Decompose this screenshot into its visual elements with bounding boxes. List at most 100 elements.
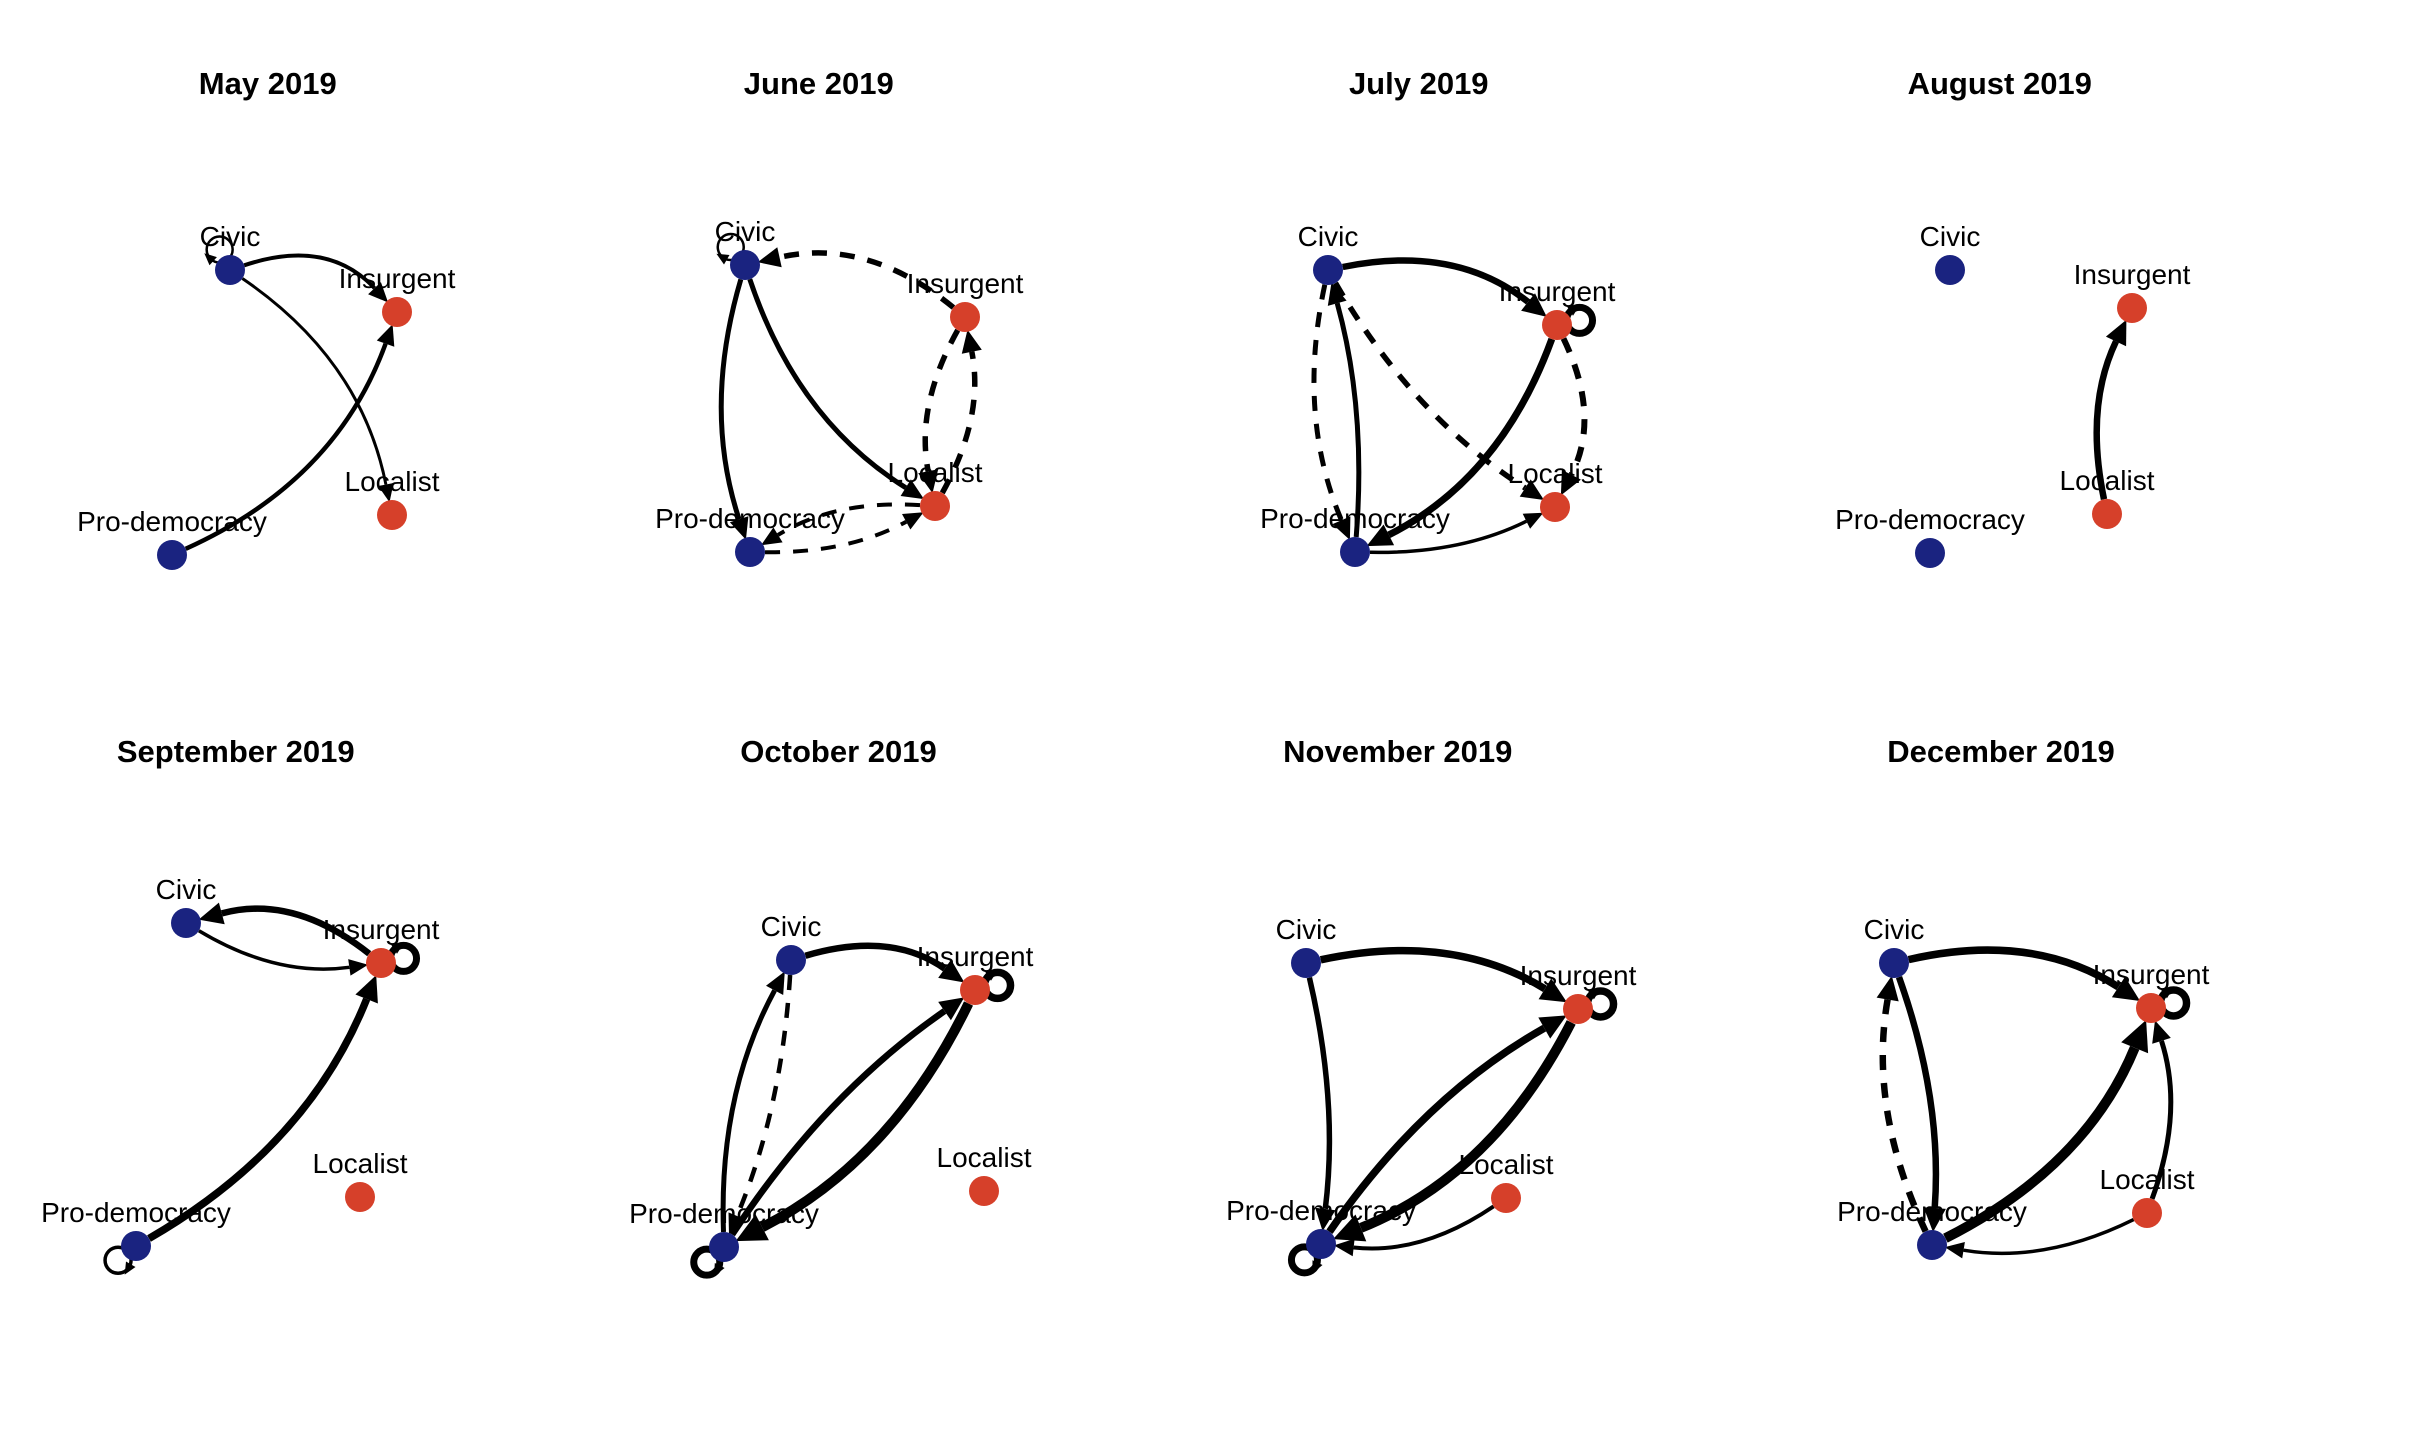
arrowhead-civic-to-pro-democracy (728, 1212, 746, 1235)
arrowhead-insurgent-to-localist (918, 469, 939, 494)
node-civic (730, 250, 760, 280)
node-insurgent (1563, 994, 1593, 1024)
node-pro-democracy (1915, 538, 1945, 568)
edge-pro-democracy-to-insurgent (1326, 1024, 1547, 1234)
self-loop-arrowhead-civic (716, 253, 730, 265)
node-label-pro-democracy: Pro-democracy (655, 503, 845, 534)
arrowhead-civic-to-pro-democracy (1315, 1207, 1336, 1232)
edge-pro-democracy-to-civic (1334, 302, 1362, 538)
node-insurgent (1542, 310, 1572, 340)
arrowhead-pro-democracy-to-insurgent (1538, 1015, 1567, 1039)
arrowhead-civic-to-localist (378, 483, 394, 503)
panel-title: September 2019 (116, 734, 355, 769)
self-loop-arrowhead-civic (204, 253, 217, 266)
node-localist (1540, 492, 1570, 522)
node-civic (215, 255, 245, 285)
arrowhead-localist-to-insurgent (2105, 319, 2127, 347)
node-label-insurgent: Insurgent (907, 268, 1024, 299)
node-localist (2132, 1198, 2162, 1228)
panel-december-2019: December 2019 Civic Insurgent Localist Pro-d… (1812, 718, 2416, 1436)
node-label-civic: Civic (1864, 914, 1925, 945)
node-civic (1879, 948, 1909, 978)
node-localist (377, 500, 407, 530)
node-insurgent (382, 297, 412, 327)
arrowhead-pro-democracy-to-localist (1522, 512, 1544, 529)
arrowhead-insurgent-to-civic (198, 902, 225, 925)
self-loop-arrowhead-insurgent (391, 942, 405, 954)
node-label-pro-democracy: Pro-democracy (41, 1197, 231, 1228)
node-insurgent (366, 948, 396, 978)
panel-november-2019: November 2019 Civic Insurgent Localist Pro-d… (1208, 718, 1812, 1436)
arrowhead-pro-democracy-to-civic (766, 971, 785, 995)
edge-civic-to-insurgent (1907, 946, 2121, 991)
node-label-pro-democracy: Pro-democracy (1226, 1195, 1416, 1226)
panel-october-2019: October 2019 Civic Insurgent Localist Pro-de… (604, 718, 1208, 1436)
node-label-civic: Civic (761, 911, 822, 942)
node-label-insurgent: Insurgent (2074, 259, 2191, 290)
node-label-localist: Localist (2100, 1164, 2195, 1195)
node-pro-democracy (157, 540, 187, 570)
arrowhead-insurgent-to-localist (1560, 469, 1581, 496)
node-insurgent (2136, 993, 2166, 1023)
network-graph: Civic Insurgent Localist Pro-democracy (629, 911, 1034, 1279)
edge-civic-to-pro-democracy-dashed (1311, 284, 1344, 522)
edge-pro-democracy-to-insurgent (147, 997, 371, 1242)
self-loop-arrowhead-insurgent (985, 969, 999, 981)
edge-civic-to-pro-democracy-dashed (734, 974, 793, 1217)
panel-title: August 2019 (1907, 66, 2092, 101)
edge-insurgent-to-pro-democracy (1359, 1020, 1576, 1233)
node-pro-democracy (709, 1232, 739, 1262)
panel-july-2019: July 2019 Civic Insurgent Localist Pro-democ… (1208, 0, 1812, 718)
panel-title: December 2019 (1887, 734, 2115, 769)
edge-localist-to-pro-democracy (1963, 1218, 2135, 1256)
node-civic (171, 908, 201, 938)
node-label-localist: Localist (937, 1142, 1032, 1173)
node-pro-democracy (1917, 1230, 1947, 1260)
node-localist (1491, 1183, 1521, 1213)
self-loop-arrowhead-pro-democracy (714, 1263, 725, 1277)
arrowhead-localist-to-pro-democracy (1333, 1238, 1355, 1257)
self-loop-pro-democracy (1287, 1243, 1321, 1277)
self-loop-arrowhead-insurgent (2160, 987, 2174, 999)
network-graph: Civic Insurgent Localist Pro-democracy (41, 874, 440, 1276)
arrowhead-civic-to-pro-democracy (1332, 516, 1351, 540)
edge-localist-to-pro-democracy (1353, 1204, 1495, 1251)
node-pro-democracy (1306, 1229, 1336, 1259)
self-loop-arrowhead-insurgent (1567, 304, 1581, 316)
node-label-civic: Civic (715, 216, 776, 247)
network-graph: Civic Insurgent Localist Pro-democracy (1226, 914, 1637, 1277)
edge-civic-to-insurgent (243, 253, 376, 290)
node-label-pro-democracy: Pro-democracy (1835, 504, 2025, 535)
arrowhead-civic-to-localist (900, 479, 924, 500)
edge-civic-to-localist-dashed (1333, 281, 1527, 491)
edge-pro-democracy-to-insurgent (729, 1008, 947, 1237)
node-label-localist: Localist (345, 466, 440, 497)
edge-pro-democracy-to-insurgent (1943, 1045, 2140, 1243)
node-label-pro-democracy: Pro-democracy (1837, 1196, 2027, 1227)
panel-title: June 2019 (743, 66, 894, 101)
edge-insurgent-to-pro-democracy (759, 1001, 973, 1232)
node-insurgent (950, 302, 980, 332)
arrowhead-insurgent-to-pro-democracy (1333, 1214, 1367, 1242)
node-label-civic: Civic (1276, 914, 1337, 945)
arrowhead-localist-to-pro-democracy (761, 527, 783, 546)
edge-insurgent-to-localist-dashed (922, 328, 961, 472)
edge-insurgent-to-localist-dashed (1560, 337, 1588, 477)
edge-localist-to-insurgent (2149, 1040, 2174, 1200)
arrowhead-civic-to-insurgent (1521, 293, 1547, 317)
node-label-insurgent: Insurgent (1499, 276, 1616, 307)
node-pro-democracy (121, 1231, 151, 1261)
arrowhead-insurgent-to-pro-democracy (1366, 524, 1395, 547)
arrowhead-pro-democracy-to-localist (902, 512, 924, 530)
node-label-insurgent: Insurgent (2093, 959, 2210, 990)
node-insurgent (2117, 293, 2147, 323)
self-loop-arrowhead-pro-democracy (1312, 1260, 1323, 1274)
node-label-insurgent: Insurgent (323, 914, 440, 945)
edge-insurgent-to-civic (220, 905, 372, 957)
node-pro-democracy (1340, 537, 1370, 567)
edge-civic-to-pro-democracy (1306, 976, 1333, 1210)
node-localist (2092, 499, 2122, 529)
edge-civic-to-localist (241, 277, 388, 485)
edge-pro-democracy-to-localist (1369, 519, 1528, 555)
